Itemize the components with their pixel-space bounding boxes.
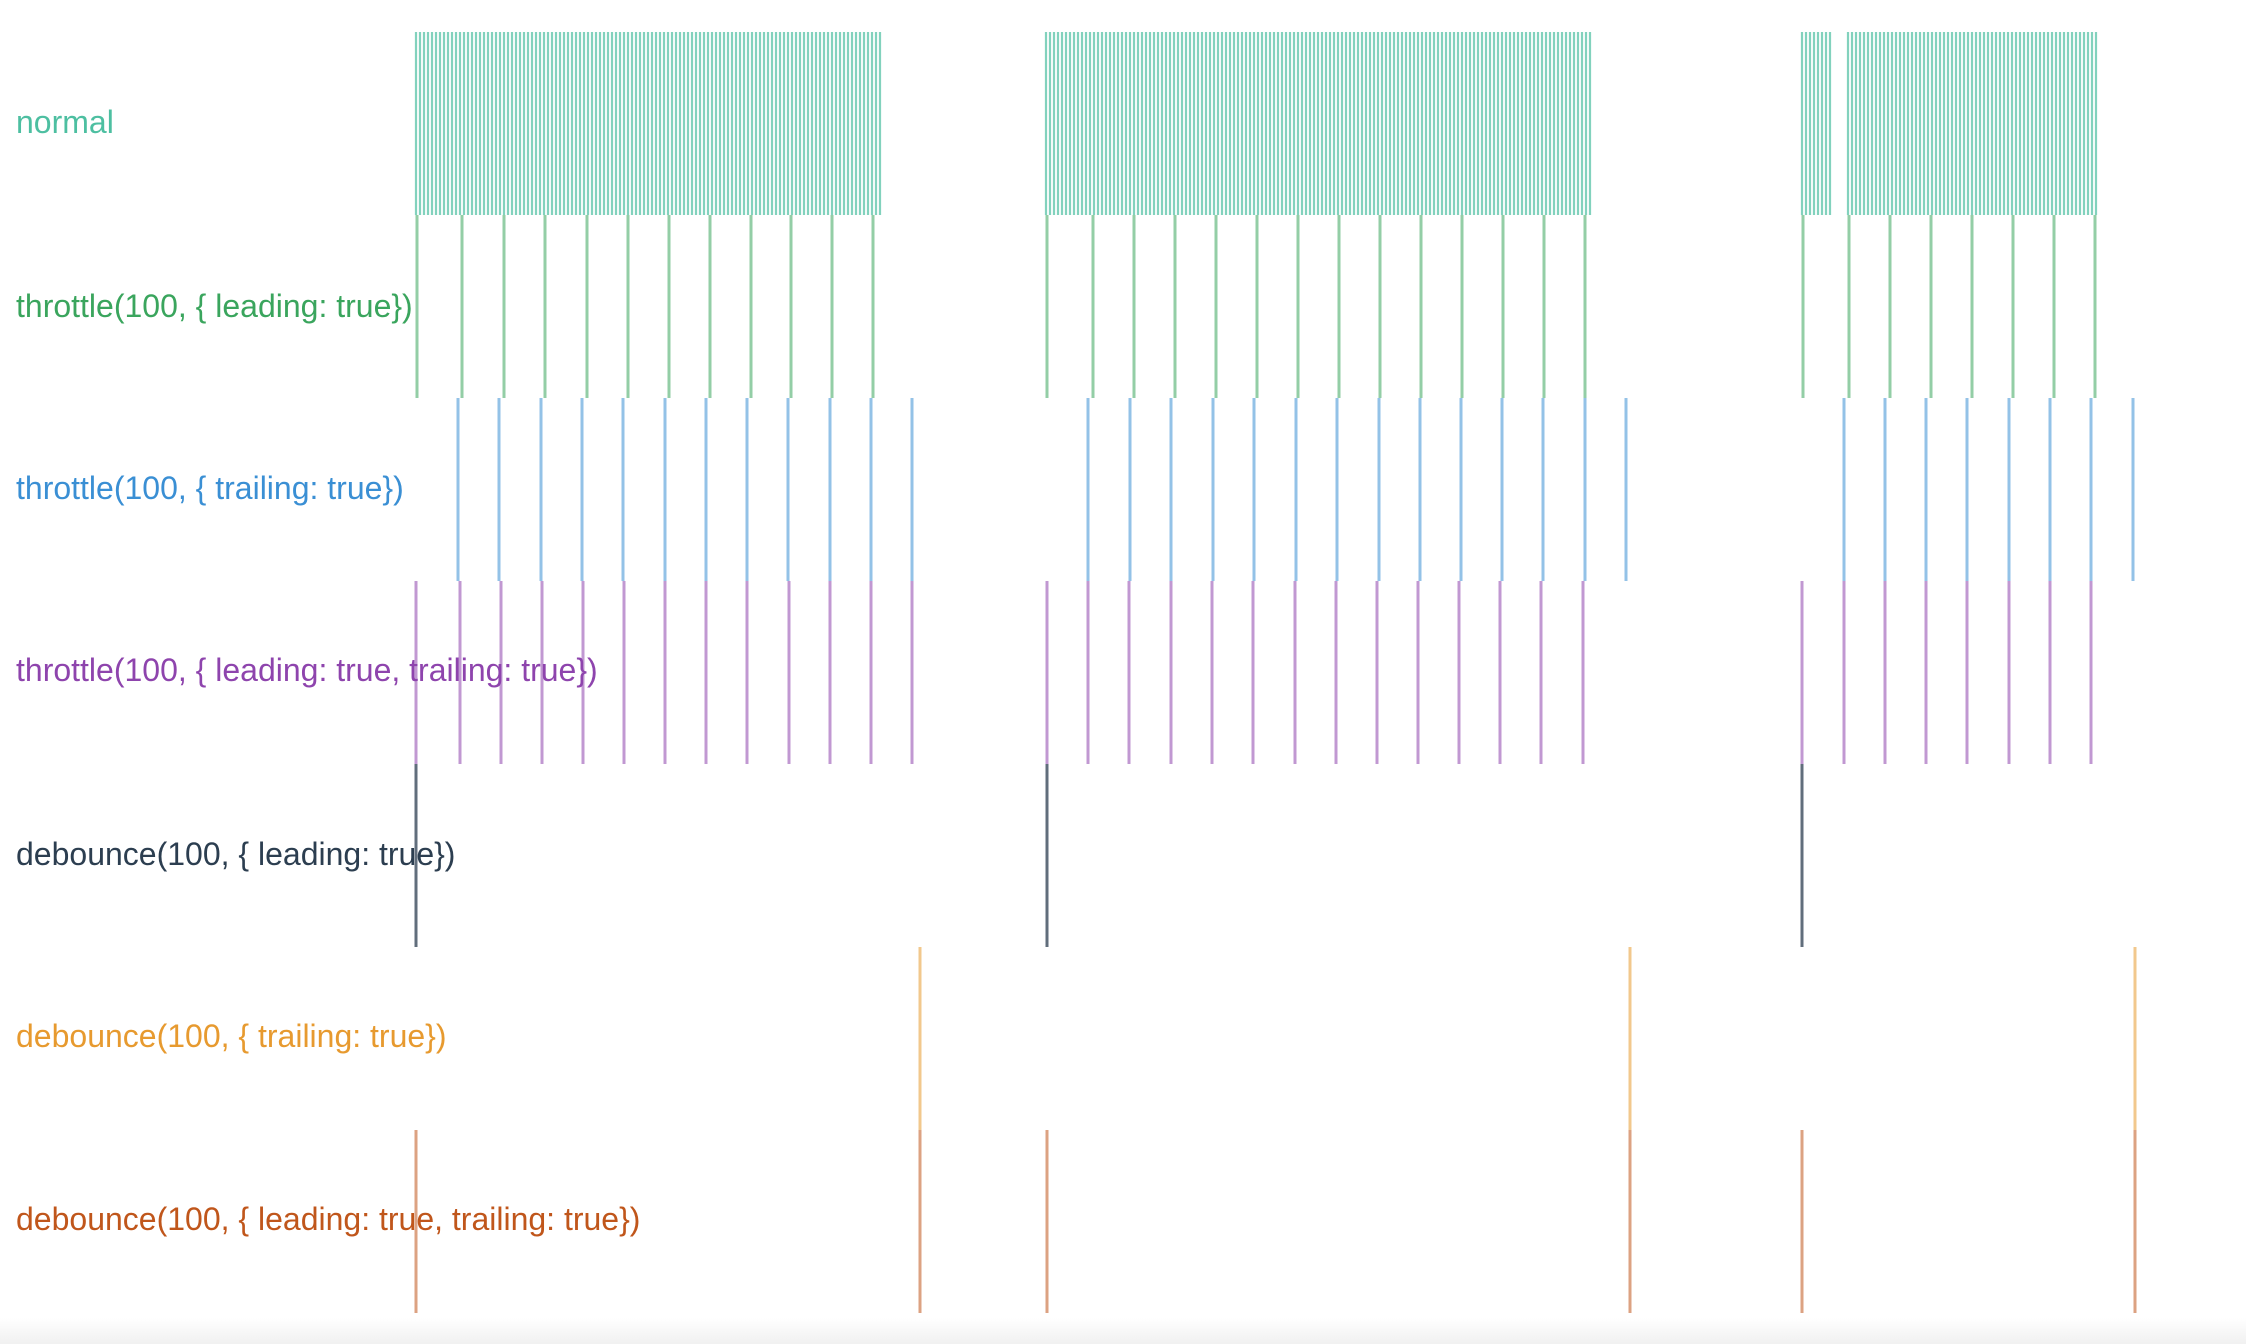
lane-label-debounce-leading: debounce(100, { leading: true}) [16, 836, 456, 872]
lane-1-events [415, 215, 2097, 398]
lane-label-throttle-leading-trailing: throttle(100, { leading: true, trailing:… [16, 652, 598, 688]
lane-label-throttle-leading: throttle(100, { leading: true}) [16, 288, 413, 324]
lane-label-debounce-leading-trailing: debounce(100, { leading: true, trailing:… [16, 1201, 641, 1237]
lane-0-events [414, 32, 2098, 215]
lane-6-events [414, 1130, 2137, 1313]
lane-label-throttle-trailing: throttle(100, { trailing: true}) [16, 470, 404, 506]
lane-2-events [456, 398, 2135, 581]
bottom-scroll-shadow [0, 1318, 2246, 1344]
lane-3-events [414, 581, 2093, 764]
lane-5-events [918, 947, 2137, 1130]
lane-4-events [414, 764, 1804, 947]
lane-label-normal: normal [16, 104, 114, 140]
lane-label-debounce-trailing: debounce(100, { trailing: true}) [16, 1018, 447, 1054]
